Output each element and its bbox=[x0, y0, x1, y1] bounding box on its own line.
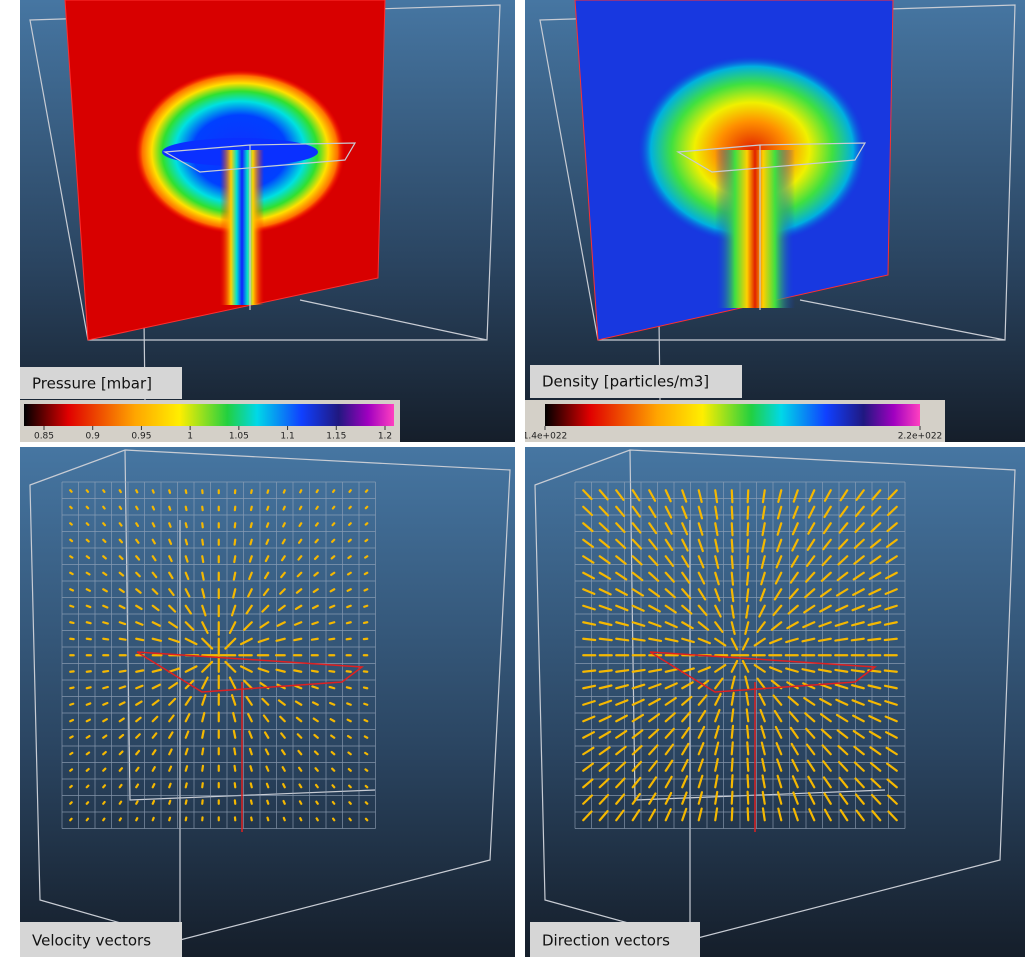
colorbar-tick-label: 1 bbox=[187, 432, 193, 442]
colorbar-tick-label: 0.95 bbox=[131, 432, 151, 442]
pressure-stem bbox=[220, 150, 264, 305]
visualization: Pressure [mbar] 0.85 0.9 0.95 1 1.05 1.1 1.15 1… bbox=[0, 0, 1025, 957]
panel-label: Density [particles/m3] bbox=[542, 373, 709, 391]
density-panel: Density [particles/m3] 1.4e+022 2.2e+022 bbox=[523, 0, 1025, 442]
colorbar-tick-label: 1.15 bbox=[326, 432, 346, 442]
density-stem bbox=[715, 150, 795, 308]
velocity-panel: Velocity vectors bbox=[20, 447, 515, 957]
panel-label: Velocity vectors bbox=[32, 932, 151, 950]
colorbar-tick-label: 0.85 bbox=[34, 432, 54, 442]
pressure-panel: Pressure [mbar] 0.85 0.9 0.95 1 1.05 1.1 1.15 1… bbox=[20, 0, 515, 442]
colorbar bbox=[24, 404, 394, 426]
colorbar-tick-label: 1.2 bbox=[378, 432, 392, 442]
colorbar-tick-label: 0.9 bbox=[86, 432, 101, 442]
panel-label: Direction vectors bbox=[542, 932, 670, 950]
colorbar-tick-label: 1.05 bbox=[229, 432, 249, 442]
colorbar-tick-label: 1.4e+022 bbox=[523, 432, 568, 442]
colorbar bbox=[545, 404, 920, 426]
screenshot: Pressure [mbar] 0.85 0.9 0.95 1 1.05 1.1 1.15 1… bbox=[0, 0, 1025, 957]
direction-panel: Direction vectors bbox=[525, 447, 1025, 957]
colorbar-tick-label: 2.2e+022 bbox=[898, 432, 943, 442]
colorbar-tick-label: 1.1 bbox=[280, 432, 294, 442]
panel-label: Pressure [mbar] bbox=[32, 375, 152, 393]
